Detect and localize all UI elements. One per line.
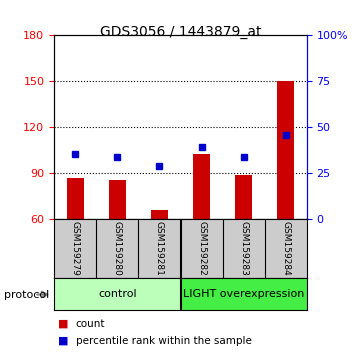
Text: GSM159281: GSM159281 xyxy=(155,221,164,276)
Text: GSM159283: GSM159283 xyxy=(239,221,248,276)
Text: ■: ■ xyxy=(58,336,68,346)
Bar xyxy=(235,175,252,219)
Bar xyxy=(109,179,126,219)
Text: LIGHT overexpression: LIGHT overexpression xyxy=(183,289,304,299)
Text: GSM159280: GSM159280 xyxy=(113,221,122,276)
Text: GSM159284: GSM159284 xyxy=(281,221,290,276)
Bar xyxy=(151,210,168,219)
Text: protocol: protocol xyxy=(4,290,49,299)
Text: GSM159282: GSM159282 xyxy=(197,221,206,276)
Bar xyxy=(193,154,210,219)
Text: GDS3056 / 1443879_at: GDS3056 / 1443879_at xyxy=(100,25,261,39)
Bar xyxy=(67,178,84,219)
Text: percentile rank within the sample: percentile rank within the sample xyxy=(76,336,252,346)
Text: count: count xyxy=(76,319,105,329)
Text: control: control xyxy=(98,289,136,299)
Text: ■: ■ xyxy=(58,319,68,329)
Bar xyxy=(277,81,294,219)
Text: GSM159279: GSM159279 xyxy=(71,221,80,276)
